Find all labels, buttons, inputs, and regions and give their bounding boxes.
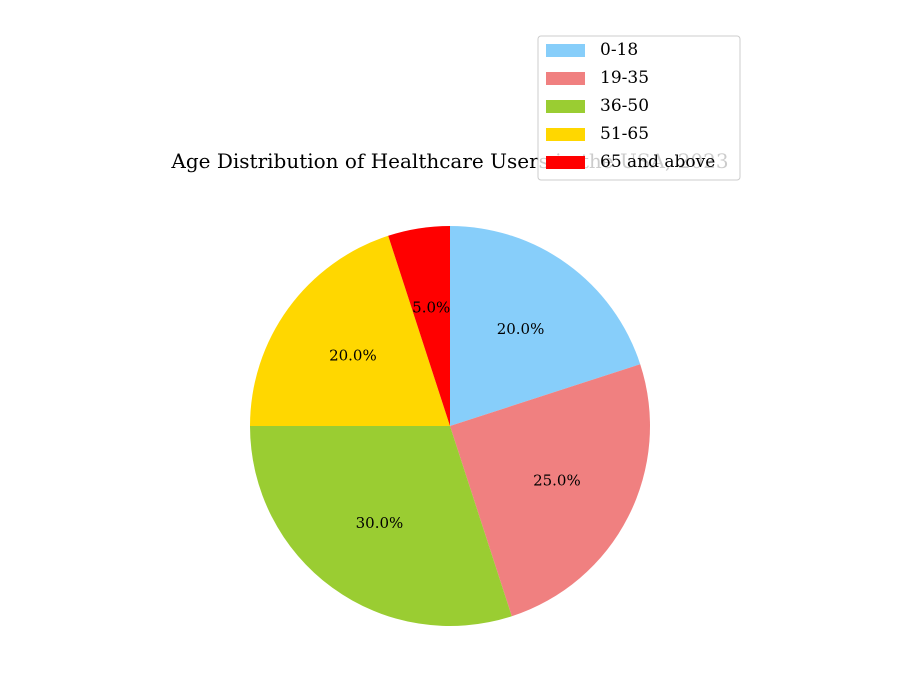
legend-label-19-35: 19-35 xyxy=(600,68,649,88)
legend-swatch-19-35 xyxy=(546,72,585,85)
legend-items: 0-18 19-35 36-50 51-65 65 and above xyxy=(546,40,715,172)
legend-label-36-50: 36-50 xyxy=(600,96,649,116)
pie-slice-36-50 xyxy=(250,426,512,626)
legend-swatch-36-50 xyxy=(546,100,585,113)
legend-swatch-65-and-above xyxy=(546,156,585,169)
legend: 0-18 19-35 36-50 51-65 65 and above xyxy=(537,35,741,181)
legend-swatch-0-18 xyxy=(546,44,585,57)
pie-slices xyxy=(250,226,650,626)
pie-slice-51-65 xyxy=(250,235,450,426)
pie-label-19-35: 25.0% xyxy=(533,471,581,489)
legend-swatch-51-65 xyxy=(546,128,585,141)
legend-label-0-18: 0-18 xyxy=(600,40,638,60)
pie-label-51-65: 20.0% xyxy=(329,346,377,364)
pie-slice-0-18 xyxy=(450,226,641,426)
pie-label-0-18: 20.0% xyxy=(497,320,545,338)
pie-slice-19-35 xyxy=(450,364,650,617)
pie-slice-65-and-above xyxy=(388,226,450,426)
pie-label-36-50: 30.0% xyxy=(356,514,404,532)
pie-percent-labels: 20.0% 25.0% 30.0% 20.0% 5.0% xyxy=(329,298,581,532)
legend-label-51-65: 51-65 xyxy=(600,124,649,144)
pie-label-65-and-above: 5.0% xyxy=(412,298,450,316)
legend-label-65-and-above: 65 and above xyxy=(600,152,715,172)
legend-box xyxy=(537,35,741,181)
